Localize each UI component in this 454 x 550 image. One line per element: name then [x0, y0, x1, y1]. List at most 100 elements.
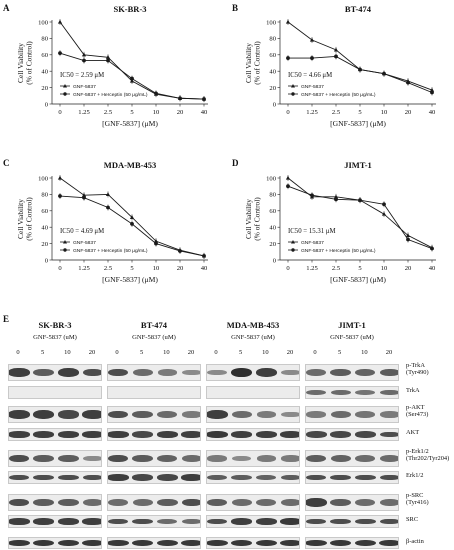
blot-band — [230, 539, 253, 547]
blot-band — [83, 455, 101, 462]
data-point-circle — [382, 202, 386, 207]
blot-strip — [107, 428, 201, 441]
data-point-circle — [334, 54, 338, 59]
blot-band — [207, 518, 228, 525]
data-point-triangle — [285, 175, 291, 180]
y-tick-label: 100 — [266, 175, 277, 182]
blot-band — [379, 539, 398, 547]
legend-marker-circle — [291, 248, 295, 252]
blot-band — [354, 539, 377, 547]
blot-strip — [206, 537, 300, 549]
blot-dose-label: 0 — [214, 349, 218, 356]
blot-band — [82, 410, 101, 419]
legend-marker-triangle — [63, 240, 67, 244]
blot-band — [281, 369, 299, 376]
data-point-circle — [430, 90, 434, 95]
data-point-circle — [58, 194, 62, 198]
blot-dose-label: 5 — [338, 349, 342, 356]
data-point-triangle — [57, 19, 63, 24]
blot-strip — [206, 494, 300, 511]
data-point-circle — [382, 71, 386, 76]
data-point-triangle — [381, 211, 387, 216]
y-axis-label-line: Cell Viability — [244, 43, 253, 83]
data-point-circle — [178, 249, 182, 253]
blot-band — [380, 455, 398, 462]
blot-band — [355, 455, 376, 462]
blot-band — [108, 539, 129, 547]
blot-band — [231, 474, 252, 481]
data-point-circle — [286, 56, 290, 60]
blot-dose-label: 0 — [16, 349, 20, 356]
x-tick-label: 2.5 — [104, 265, 113, 272]
data-point-circle — [310, 193, 314, 198]
blot-band — [379, 431, 398, 438]
x-tick-label: 5 — [130, 265, 134, 272]
x-tick-label: 2.5 — [104, 109, 113, 116]
data-point-triangle — [129, 215, 135, 219]
blot-band — [231, 518, 253, 525]
blot-strip — [305, 537, 399, 549]
blot-band — [207, 455, 227, 462]
blot-strip — [206, 450, 300, 467]
blot-band — [108, 410, 129, 419]
blot-band — [82, 431, 101, 438]
blot-band — [207, 474, 228, 481]
legend-entry: GNF-5837 — [301, 240, 324, 246]
blot-band — [33, 518, 55, 525]
blot-protein-label: AKT — [406, 429, 420, 436]
blot-band — [355, 411, 376, 418]
blot-treatment-label: GNF-5837 (uM) — [231, 334, 275, 341]
blot-band — [9, 368, 30, 377]
blot-strip — [8, 515, 102, 528]
blot-band — [157, 518, 178, 525]
blot-band — [354, 474, 376, 481]
blot-band — [207, 369, 227, 376]
blot-band — [33, 410, 55, 419]
x-axis-label: [GNF-5837] (μM) — [102, 275, 158, 284]
blot-band — [255, 518, 277, 525]
blot-strip — [305, 494, 399, 511]
blot-cell-line-title: JIMT-1 — [338, 320, 366, 330]
y-axis-label-line: Cell Viability — [244, 199, 253, 239]
blot-band — [157, 369, 178, 376]
blot-band — [132, 454, 153, 463]
blot-band — [380, 411, 398, 418]
data-point-triangle — [333, 47, 339, 52]
blot-band — [58, 498, 79, 507]
legend-entry: GNF-5837 — [73, 84, 96, 90]
data-point-circle — [58, 51, 62, 56]
blot-band — [182, 369, 200, 376]
x-tick-label: 2.5 — [332, 109, 341, 116]
blot-band — [82, 518, 101, 525]
x-axis-label: [GNF-5837] (μM) — [330, 119, 386, 128]
blot-band — [230, 368, 253, 377]
data-point-circle — [106, 58, 110, 63]
y-axis-label-line: (% of Control) — [253, 41, 262, 85]
blot-band — [379, 518, 398, 525]
blot-strip — [107, 494, 201, 511]
blot-strip — [8, 364, 102, 381]
blot-dose-label: 5 — [41, 349, 45, 356]
blot-band — [108, 454, 129, 463]
blot-band — [82, 368, 101, 377]
ic50-annotation: IC50 = 4.69 μM — [60, 228, 104, 235]
blot-band — [306, 498, 327, 507]
y-axis-label-line: (% of Control) — [25, 197, 34, 241]
blot-protein-label: p-AKT (Ser473) — [406, 404, 429, 419]
legend-marker-circle — [63, 92, 67, 96]
blot-strip — [8, 537, 102, 549]
x-tick-label: 40 — [201, 109, 208, 116]
blot-band — [207, 431, 228, 438]
blot-band — [380, 499, 398, 506]
blot-dose-label: 10 — [361, 349, 368, 356]
chart-title: SK-BR-3 — [113, 4, 146, 14]
blot-band — [330, 474, 352, 481]
blot-protein-label: p-TrkA (Tyr490) — [406, 362, 429, 377]
blot-protein-label: p-Erk1/2 (Thr202/Tyr204) — [406, 448, 450, 463]
x-tick-label: 10 — [153, 109, 160, 116]
blot-band — [57, 539, 80, 547]
x-tick-label: 2.5 — [332, 265, 341, 272]
legend-entry: GNF-5837 + Herceptin (50 μg/mL) — [73, 248, 148, 254]
y-axis-label-line: Cell Viability — [16, 43, 25, 83]
